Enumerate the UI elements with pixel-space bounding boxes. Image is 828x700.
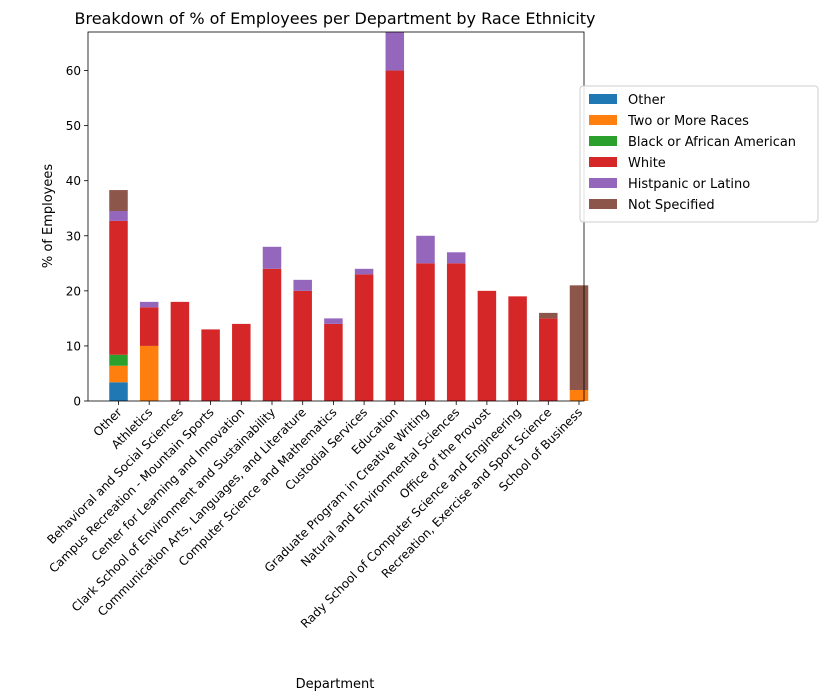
bar-segment <box>385 70 405 402</box>
legend-label: Not Specified <box>628 198 715 213</box>
y-axis-label: % of Employees <box>41 164 56 269</box>
bar-segment <box>232 323 251 401</box>
bar-segment <box>139 301 159 308</box>
bar-segment <box>477 290 497 401</box>
legend-label: Histpanic or Latino <box>628 177 750 192</box>
y-axis: 0 10 20 30 40 50 60 <box>66 64 88 409</box>
bar-segment <box>446 263 466 401</box>
bar-segment <box>569 285 589 390</box>
y-tick-label: 50 <box>66 119 81 133</box>
legend-label: Black or African American <box>628 135 796 150</box>
x-axis-label: Department <box>296 677 375 692</box>
legend-swatch <box>589 178 617 188</box>
bar-segment <box>416 263 435 401</box>
bar-segment <box>262 246 282 269</box>
bar-segment <box>354 268 374 275</box>
legend-box <box>579 85 819 223</box>
y-tick-label: 60 <box>66 64 81 78</box>
y-tick-label: 30 <box>66 229 81 243</box>
bar-segment <box>109 382 128 401</box>
y-tick-label: 20 <box>66 284 81 298</box>
legend-label: Two or More Races <box>627 114 749 129</box>
chart-title: Breakdown of % of Employees per Departme… <box>74 9 595 28</box>
bar-segment <box>109 365 128 383</box>
bar-segment <box>201 329 220 401</box>
y-tick-label: 40 <box>66 174 81 188</box>
bar-segment <box>293 290 312 401</box>
legend: Other Two or More Races Black or African A… <box>579 85 819 223</box>
bar-segment <box>109 210 128 221</box>
bar-segment <box>446 252 466 264</box>
y-tick-label: 10 <box>66 339 81 353</box>
bar-segment <box>416 235 435 264</box>
y-tick-label: 0 <box>73 395 81 409</box>
legend-swatch <box>589 199 617 209</box>
bar-segment <box>324 323 343 401</box>
legend-swatch <box>589 94 617 104</box>
bar-segment <box>139 307 159 346</box>
bar-segment <box>508 296 527 401</box>
bar-segment <box>139 345 159 401</box>
bar-segment <box>293 279 312 291</box>
bar-segment <box>109 354 128 366</box>
bar-segment <box>354 274 374 401</box>
legend-swatch <box>589 157 617 167</box>
bar-segment <box>109 190 128 211</box>
bar-segment <box>539 318 558 401</box>
bar-segment <box>385 32 405 71</box>
legend-swatch <box>589 136 617 146</box>
legend-swatch <box>589 115 617 125</box>
bar-segment <box>539 312 558 319</box>
legend-label: Other <box>628 93 666 108</box>
bar-segment <box>262 268 282 401</box>
bar-segment <box>324 318 343 324</box>
bar-segment <box>109 220 128 355</box>
bar-segment <box>569 389 589 401</box>
bar-segment <box>170 301 190 401</box>
bars-group <box>109 32 589 402</box>
legend-label: White <box>628 156 666 171</box>
